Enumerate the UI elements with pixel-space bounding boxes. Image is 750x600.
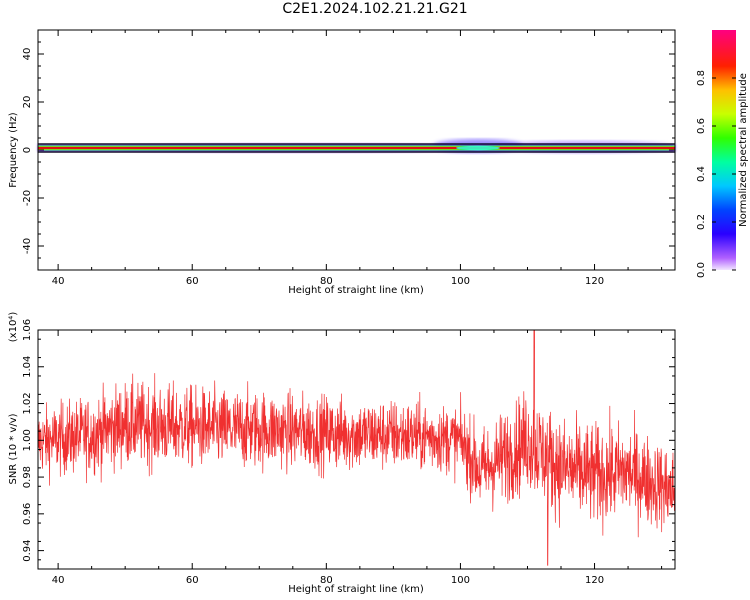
snr-series-line xyxy=(38,330,675,566)
snr-chart: 40 60 80 100 120 0.94 0.96 0.98 1.00 1.02 1.04 1.06… xyxy=(8,312,676,595)
top-ylabel: Frequency (Hz) xyxy=(8,112,19,188)
colorbar-tick-label: 0.6 xyxy=(696,118,707,134)
colorbar xyxy=(712,30,736,270)
colorbar-tick-label: 0.2 xyxy=(696,214,707,230)
bottom-x-tick-label: 100 xyxy=(451,575,470,586)
band-cyan-patch xyxy=(456,145,500,151)
bottom-x-tick-label: 60 xyxy=(186,575,199,586)
top-y-tick-label: 40 xyxy=(22,48,33,61)
y-multiplier: (x10⁴) xyxy=(8,312,19,343)
bottom-y-tick-label: 0.98 xyxy=(22,466,33,488)
bottom-y-tick-label: 0.94 xyxy=(22,539,33,561)
spectral-band xyxy=(38,139,675,153)
bottom-ylabel: SNR (10 * v/v) xyxy=(8,413,19,484)
top-y-tick-label: -20 xyxy=(22,190,33,206)
band-red xyxy=(38,147,675,149)
top-x-tick-label: 40 xyxy=(52,276,65,287)
colorbar-tick-label: 0.8 xyxy=(696,70,707,86)
bottom-x-tick-label: 80 xyxy=(320,575,333,586)
bottom-xlabel: Height of straight line (km) xyxy=(288,584,424,595)
bottom-y-tick-label: 1.04 xyxy=(22,356,33,378)
top-x-tick-label: 60 xyxy=(186,276,199,287)
top-y-tick-label: 0 xyxy=(22,147,33,153)
top-y-tick-label: -40 xyxy=(22,238,33,254)
top-x-tick-label: 100 xyxy=(451,276,470,287)
colorbar-tick-label: 0.4 xyxy=(696,166,707,182)
chart-title: C2E1.2024.102.21.21.G21 xyxy=(282,1,468,17)
spectrogram-chart: 40 60 80 100 120 -40 -20 0 20 40 Height of straig… xyxy=(8,29,749,296)
bottom-x-tick-label: 120 xyxy=(585,575,604,586)
colorbar-label: Normalized spectral amplitude xyxy=(738,73,749,227)
bottom-y-tick-label: 1.02 xyxy=(22,392,33,414)
bottom-x-tick-label: 40 xyxy=(52,575,65,586)
colorbar-tick-label: 0.0 xyxy=(696,262,707,278)
top-xlabel: Height of straight line (km) xyxy=(288,285,424,296)
top-y-tick-label: 20 xyxy=(22,96,33,109)
top-x-tick-label: 120 xyxy=(585,276,604,287)
top-x-tick-label: 80 xyxy=(320,276,333,287)
bottom-y-tick-label: 1.06 xyxy=(22,319,33,341)
bottom-y-tick-label: 1.00 xyxy=(22,429,33,451)
bottom-y-tick-label: 0.96 xyxy=(22,503,33,525)
